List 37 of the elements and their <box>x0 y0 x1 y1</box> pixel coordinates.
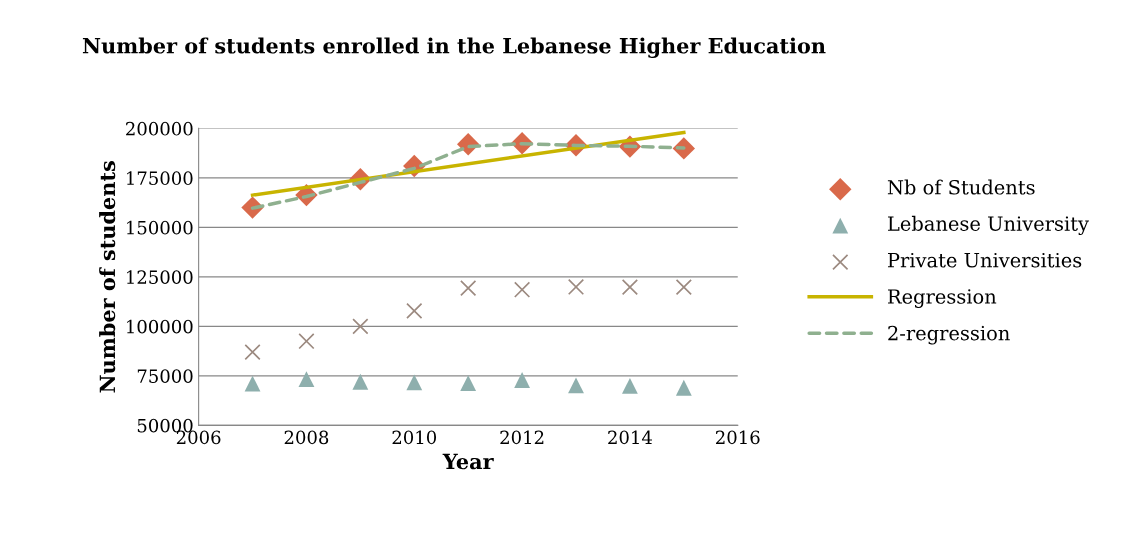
point <box>622 378 638 394</box>
point <box>460 280 477 297</box>
x-tick-label: 2014 <box>608 430 652 445</box>
point <box>567 278 585 296</box>
x-tick-label: 2012 <box>500 430 544 445</box>
point <box>406 302 423 320</box>
y-tick-label: 100000 <box>127 319 193 334</box>
y-axis-title: Number of students <box>99 161 116 393</box>
point <box>675 379 692 396</box>
y-tick-label: 175000 <box>127 171 193 185</box>
x-tick-label: 2008 <box>284 430 329 445</box>
point <box>298 371 315 388</box>
x-tick-label: 2010 <box>392 430 437 445</box>
point <box>568 377 584 394</box>
point <box>460 375 477 392</box>
point <box>621 279 639 296</box>
legend-label: 2-regression <box>888 325 1010 345</box>
point <box>675 279 692 296</box>
point <box>352 318 369 335</box>
x-axis-title: Year <box>442 453 494 470</box>
x-tick-label: 2016 <box>716 430 760 445</box>
point <box>244 343 261 361</box>
point <box>513 281 531 298</box>
legend-label: Private Universities <box>888 252 1082 268</box>
legend-label: Nb of Students <box>887 179 1035 195</box>
point <box>298 333 315 350</box>
legend-label: Regression <box>888 289 997 308</box>
chart-title: Number of students enrolled in the Lebanese Higher Education <box>82 37 826 58</box>
point <box>406 374 423 391</box>
legend-label: Lebanese University <box>888 215 1089 235</box>
point <box>244 375 261 392</box>
y-tick-label: 200000 <box>126 121 193 136</box>
y-tick-label: 75000 <box>137 369 193 383</box>
y-tick-label: 125000 <box>127 270 193 284</box>
point <box>514 372 531 388</box>
y-tick-label: 150000 <box>127 220 193 235</box>
point <box>352 373 369 390</box>
